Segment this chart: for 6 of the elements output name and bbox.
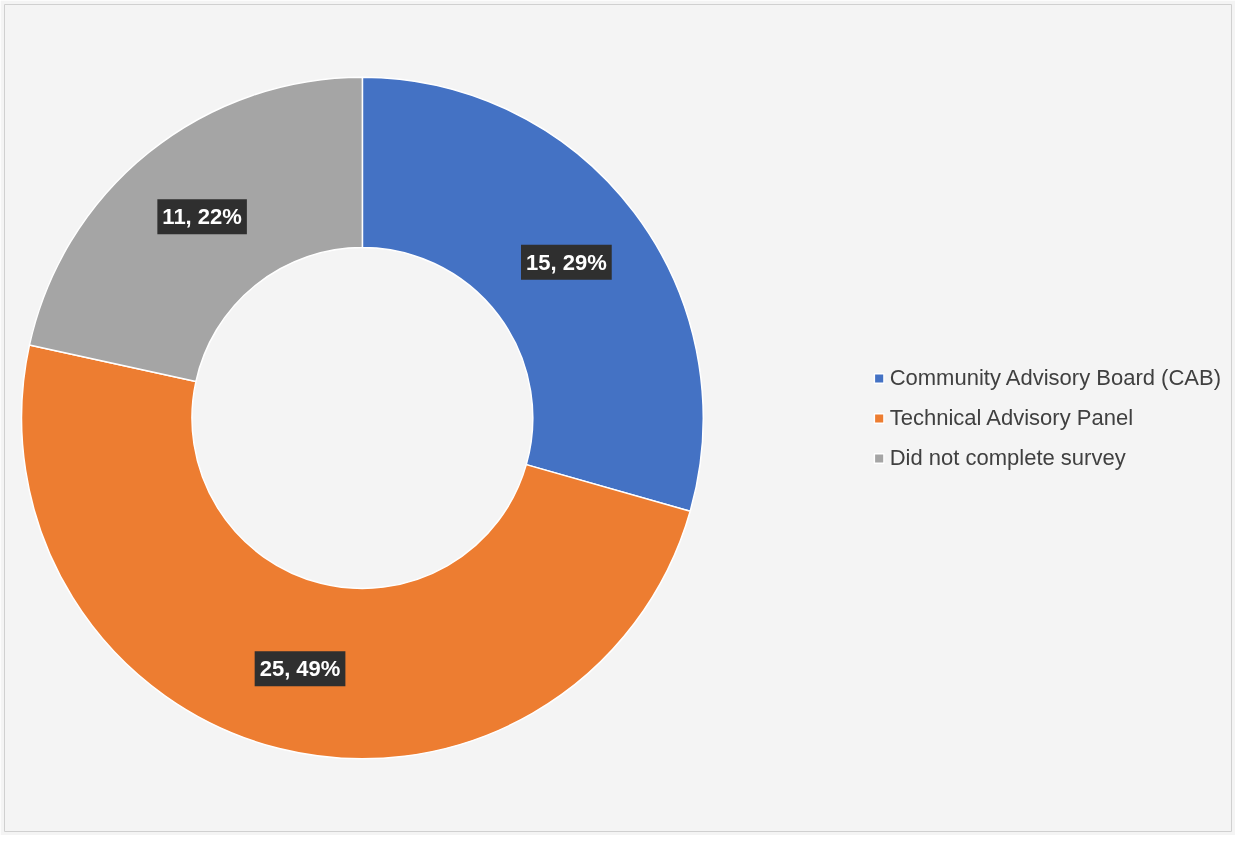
legend-label: Community Advisory Board (CAB) — [889, 364, 1221, 391]
legend-label: Technical Advisory Panel — [889, 404, 1134, 431]
data-label: 25, 49% — [259, 656, 341, 682]
data-label: 11, 22% — [162, 204, 242, 230]
legend-label: Did not complete survey — [889, 444, 1126, 471]
data-label: 15, 29% — [526, 249, 607, 275]
